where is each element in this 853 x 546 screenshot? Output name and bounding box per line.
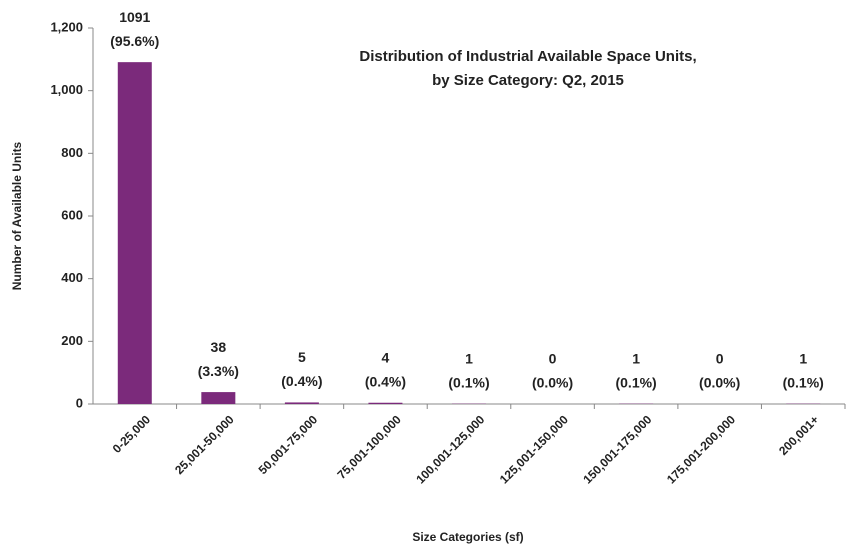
data-label: 1	[465, 350, 473, 366]
data-label: 0	[549, 351, 557, 367]
x-tick-label: 50,001-75,000	[256, 412, 321, 477]
data-label: 1091	[119, 9, 150, 25]
y-tick-label: 0	[76, 395, 83, 410]
y-tick-label: 800	[61, 145, 83, 160]
data-label: 4	[382, 349, 390, 365]
share-label: (0.1%)	[615, 374, 656, 390]
share-label: (0.1%)	[783, 374, 824, 390]
y-tick-label: 400	[61, 270, 83, 285]
data-label: 1	[632, 350, 640, 366]
chart-title: by Size Category: Q2, 2015	[432, 72, 624, 89]
x-axis-label: Size Categories (sf)	[412, 530, 523, 544]
y-tick-label: 200	[61, 333, 83, 348]
y-axis-label: Number of Available Units	[10, 141, 24, 290]
x-tick-label: 125,001-150,000	[497, 412, 571, 486]
share-label: (0.0%)	[699, 375, 740, 391]
x-tick-label: 100,001-125,000	[413, 412, 487, 486]
bar	[201, 392, 236, 404]
chart-title: Distribution of Industrial Available Spa…	[359, 48, 696, 65]
data-label: 38	[211, 339, 227, 355]
bar	[117, 62, 152, 405]
share-label: (95.6%)	[110, 33, 159, 49]
y-tick-label: 600	[61, 207, 83, 222]
share-label: (0.1%)	[448, 374, 489, 390]
y-tick-label: 1,200	[50, 19, 83, 34]
x-tick-label: 0-25,000	[110, 412, 154, 456]
share-label: (0.4%)	[281, 373, 322, 389]
bar	[284, 402, 319, 404]
data-label: 0	[716, 351, 724, 367]
x-tick-label: 175,001-200,000	[664, 412, 738, 486]
x-tick-label: 25,001-50,000	[172, 412, 237, 477]
share-label: (0.4%)	[365, 373, 406, 389]
x-tick-label: 150,001-175,000	[580, 412, 654, 486]
share-label: (3.3%)	[198, 363, 239, 379]
data-label: 5	[298, 349, 306, 365]
y-tick-label: 1,000	[50, 82, 83, 97]
data-label: 1	[799, 350, 807, 366]
bar	[368, 402, 403, 404]
share-label: (0.0%)	[532, 375, 573, 391]
x-tick-label: 75,001-100,000	[334, 412, 404, 482]
x-tick-label: 200,001+	[776, 412, 822, 458]
